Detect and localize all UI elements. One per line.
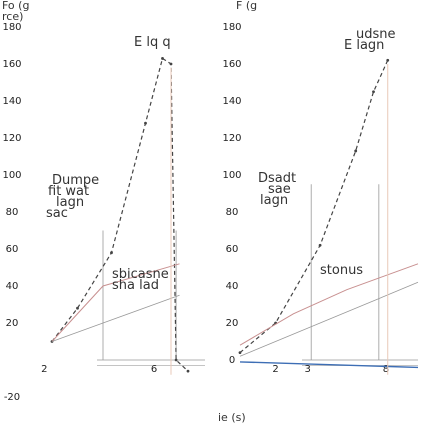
data-point <box>110 251 113 255</box>
annotation-peak: E lagn <box>344 38 384 53</box>
annotation-mid: Dsadt <box>258 171 296 186</box>
series-line <box>51 294 180 342</box>
x-tick-label: 8 <box>383 364 389 375</box>
data-point <box>386 58 390 62</box>
annotation-mid: Dumpe <box>52 173 99 188</box>
x-tick-label: 6 <box>151 364 157 375</box>
y-tick-label: 180 <box>222 22 241 33</box>
right-panel: 0 20 40 60 80 100 120 140 160 180 2 3 8 <box>222 22 419 375</box>
y-tick-label: 40 <box>6 281 19 292</box>
y-tick-label: -20 <box>4 392 20 403</box>
x-tick-label: 3 <box>304 364 310 375</box>
series-line <box>239 263 419 346</box>
annotation-mid: sac <box>46 206 68 221</box>
y-tick-label: 20 <box>6 318 19 329</box>
annotation-peak: E lq q <box>134 35 171 50</box>
annotation-peak: udsne <box>356 27 396 42</box>
annotation-mid: fit wat <box>48 184 89 199</box>
data-point <box>318 243 322 247</box>
y-tick-label: 60 <box>6 244 19 255</box>
annotation-mid: lagn <box>56 195 84 210</box>
y-tick-label: 140 <box>2 96 21 107</box>
y-tick-label: 40 <box>226 281 239 292</box>
y-tick-label: 60 <box>226 244 239 255</box>
data-point <box>238 351 242 354</box>
series-line <box>51 263 180 342</box>
annotation-low: stonus <box>320 263 363 278</box>
x-tick-label: 2 <box>41 364 47 375</box>
left-ylabel-line1: Fo (g <box>2 0 29 12</box>
annotation-low: sha lad <box>112 278 159 293</box>
data-point <box>174 358 178 362</box>
y-tick-label: 180 <box>2 22 21 33</box>
y-tick-label: 120 <box>222 133 241 144</box>
y-tick-label: 160 <box>2 59 21 70</box>
x-tick-label: 2 <box>272 364 278 375</box>
y-tick-label: 100 <box>222 170 241 181</box>
data-point <box>372 90 375 94</box>
right-xlabel: ie (s) <box>218 411 246 424</box>
left-panel: -20 20 40 60 80 100 120 140 160 180 2 6 <box>2 22 205 403</box>
series-line <box>239 281 419 357</box>
data-point <box>169 62 173 66</box>
y-tick-label: 0 <box>229 355 235 366</box>
data-point <box>76 306 79 310</box>
left-ylabel-line2: rce) <box>2 10 23 23</box>
y-tick-label: 80 <box>6 207 19 218</box>
series-line <box>239 361 419 369</box>
data-point <box>354 149 358 153</box>
y-tick-label: 120 <box>2 133 21 144</box>
data-point <box>186 369 190 373</box>
data-point <box>144 121 147 125</box>
y-tick-label: 160 <box>222 59 241 70</box>
right-ylabel: F (g <box>236 0 257 12</box>
y-tick-label: 20 <box>226 318 239 329</box>
series-line <box>51 57 189 372</box>
data-point <box>161 57 164 60</box>
y-tick-label: 80 <box>226 207 239 218</box>
annotation-mid: lagn <box>260 193 288 208</box>
annotation-mid: sae <box>268 182 291 197</box>
y-tick-label: 140 <box>222 96 241 107</box>
annotation-low: sbicasne <box>112 267 169 282</box>
y-tick-label: 100 <box>2 170 21 181</box>
